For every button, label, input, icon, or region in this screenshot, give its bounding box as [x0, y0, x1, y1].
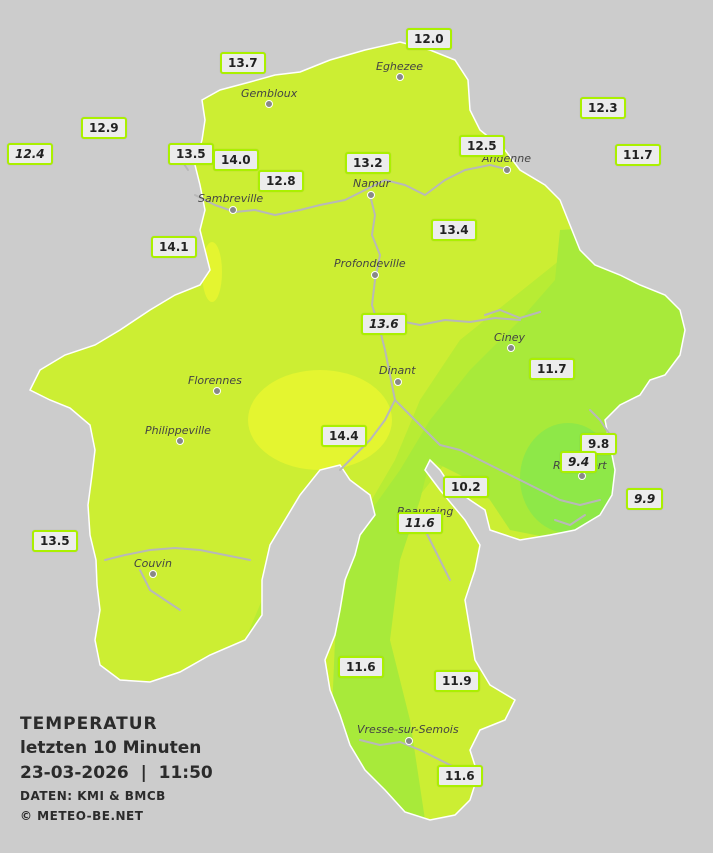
city-label-florennes: Florennes	[188, 374, 242, 387]
station-temp-label: 12.0	[406, 28, 452, 50]
station-temp-label: 13.4	[431, 219, 477, 241]
city-label-vresse-sur-semois: Vresse-sur-Semois	[357, 723, 459, 736]
city-label-couvin: Couvin	[134, 557, 172, 570]
station-temp-label: 11.6	[338, 656, 384, 678]
station-temp-label: 14.4	[321, 425, 367, 447]
map-legend: TEMPERATUR letzten 10 Minuten 23-03-2026…	[20, 712, 213, 826]
city-dot	[578, 472, 586, 480]
city-label-dinant: Dinant	[379, 364, 416, 377]
station-temp-label: 12.5	[459, 135, 505, 157]
station-temp-label: 13.5	[32, 530, 78, 552]
station-temp-label: 11.7	[615, 144, 661, 166]
station-temp-label: 14.1	[151, 236, 197, 258]
city-label-ciney: Ciney	[494, 331, 525, 344]
city-dot	[213, 387, 221, 395]
city-label-philippeville: Philippeville	[145, 424, 211, 437]
city-dot	[176, 437, 184, 445]
station-temp-label: 12.3	[580, 97, 626, 119]
legend-copyright: © METEO-BE.NET	[20, 809, 144, 823]
station-temp-label: 11.6	[437, 765, 483, 787]
station-temp-label: 13.6	[361, 313, 407, 335]
city-dot	[507, 344, 515, 352]
station-temp-label: 14.0	[213, 149, 259, 171]
station-temp-label: 11.6	[397, 512, 443, 534]
legend-datetime: 23-03-2026 | 11:50	[20, 763, 213, 783]
station-temp-label: 13.7	[220, 52, 266, 74]
station-temp-label: 13.5	[168, 143, 214, 165]
city-label-eghezee: Eghezee	[376, 60, 423, 73]
station-temp-label: 11.9	[434, 670, 480, 692]
city-dot	[229, 206, 237, 214]
city-label-namur: Namur	[353, 177, 391, 190]
station-temp-label: 9.9	[626, 488, 664, 510]
city-dot	[394, 378, 402, 386]
city-label-profondeville: Profondeville	[334, 257, 406, 270]
city-dot	[367, 191, 375, 199]
station-temp-label: 10.2	[443, 476, 489, 498]
station-temp-label: 11.7	[529, 358, 575, 380]
station-temp-label: 9.8	[580, 433, 618, 455]
city-dot	[503, 166, 511, 174]
legend-source: DATEN: KMI & BMCB	[20, 789, 166, 803]
station-temp-label: 12.8	[258, 170, 304, 192]
city-dot	[405, 737, 413, 745]
city-dot	[396, 73, 404, 81]
station-temp-label: 13.2	[345, 152, 391, 174]
city-label-gembloux: Gembloux	[241, 87, 298, 100]
city-label-sambreville: Sambreville	[198, 192, 264, 205]
legend-subtitle: letzten 10 Minuten	[20, 738, 202, 758]
station-temp-label: 12.4	[7, 143, 53, 165]
legend-title: TEMPERATUR	[20, 714, 158, 734]
station-temp-label: 9.4	[560, 451, 598, 473]
city-dot	[149, 570, 157, 578]
city-dot	[371, 271, 379, 279]
city-dot	[265, 100, 273, 108]
station-temp-label: 12.9	[81, 117, 127, 139]
